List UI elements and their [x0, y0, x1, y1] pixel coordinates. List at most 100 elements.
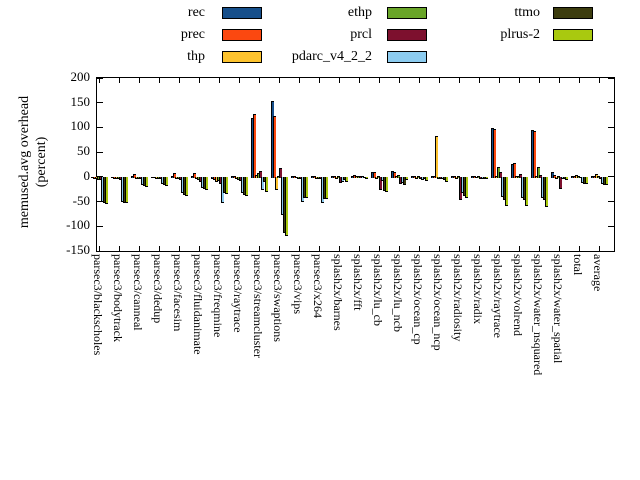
- y-tick-label: -50: [72, 192, 90, 208]
- x-axis-tick: [599, 78, 600, 83]
- bar-plrus-2: [585, 176, 588, 185]
- y-axis-tick: [97, 126, 103, 128]
- y-tick-label: 150: [70, 93, 91, 109]
- bar-ttmo: [283, 176, 286, 234]
- legend-swatch-prec: [222, 29, 262, 41]
- x-axis-tick: [119, 246, 120, 251]
- bar-ethp: [117, 176, 120, 180]
- bar-rec: [491, 127, 494, 178]
- bar-thp: [595, 174, 598, 178]
- legend-label-ttmo: ttmo: [514, 5, 540, 20]
- bar-prcl: [599, 176, 602, 179]
- bar-ttmo: [183, 176, 186, 196]
- x-axis-tick: [439, 246, 440, 251]
- bar-ethp: [597, 176, 600, 178]
- bar-prec: [333, 175, 336, 178]
- x-axis-tick: [259, 246, 260, 251]
- bar-ethp: [177, 176, 180, 180]
- bar-plrus-2: [405, 176, 408, 181]
- bar-prec: [573, 176, 576, 178]
- bar-thp: [95, 176, 98, 180]
- x-axis-tick: [279, 78, 280, 83]
- x-tick-label: splash2x/water_spatial: [551, 254, 565, 364]
- bar-thp: [215, 176, 218, 182]
- bar-rec: [371, 171, 374, 178]
- bar-rec: [451, 175, 454, 178]
- x-axis-tick: [399, 246, 400, 251]
- bar-pdarc_v4_2_2: [381, 176, 384, 181]
- bar-prcl: [579, 176, 582, 179]
- bar-rec: [291, 176, 294, 178]
- bar-ttmo: [463, 176, 466, 197]
- legend-label-prcl: prcl: [350, 27, 372, 42]
- x-axis-tick: [479, 246, 480, 251]
- bar-plrus-2: [365, 176, 368, 179]
- bar-prec: [533, 131, 536, 178]
- y-axis-title-line1: memused.avg overhead: [17, 95, 32, 229]
- bar-prec: [353, 174, 356, 178]
- x-tick-label: splash2x/barnes: [331, 254, 345, 331]
- bar-ethp: [457, 175, 460, 178]
- bar-pdarc_v4_2_2: [401, 176, 404, 183]
- y-tick-label: -150: [66, 242, 90, 257]
- bar-pdarc_v4_2_2: [241, 176, 244, 193]
- bar-ethp: [497, 167, 500, 178]
- bar-rec: [571, 176, 574, 178]
- x-axis-tick: [579, 78, 580, 83]
- legend-label-prec: prec: [180, 27, 205, 42]
- bar-rec: [91, 176, 94, 179]
- x-axis-tick: [179, 246, 180, 251]
- bar-ethp: [357, 176, 360, 178]
- bar-ttmo: [223, 176, 226, 193]
- bar-thp: [335, 176, 338, 179]
- x-tick-label: parsec3/fluidanimate: [191, 254, 205, 355]
- bar-prec: [393, 171, 396, 178]
- bar-plrus-2: [525, 176, 528, 206]
- bar-rec: [471, 176, 474, 178]
- bar-plrus-2: [605, 176, 608, 186]
- bar-prcl: [219, 176, 222, 184]
- bar-prcl: [519, 174, 522, 178]
- x-axis-tick: [139, 78, 140, 83]
- bar-pdarc_v4_2_2: [261, 176, 264, 190]
- bar-ethp: [517, 175, 520, 178]
- y-axis-tick-mirror: [608, 176, 614, 178]
- y-axis-tick-mirror: [608, 201, 614, 203]
- bar-pdarc_v4_2_2: [421, 176, 424, 181]
- bar-ethp: [317, 176, 320, 179]
- x-tick-label: splash2x/ocean_cp: [411, 254, 425, 345]
- y-axis-tick-mirror: [608, 126, 614, 128]
- legend-swatch-ethp: [387, 7, 427, 19]
- x-tick-label: parsec3/swaptions: [271, 254, 285, 342]
- bar-prec: [113, 176, 116, 179]
- bar-plrus-2: [145, 176, 148, 188]
- bar-thp: [275, 176, 278, 191]
- x-tick-label: splash2x/raytrace: [491, 254, 505, 338]
- bar-thp: [175, 176, 178, 179]
- x-axis-tick: [339, 246, 340, 251]
- x-axis-tick: [299, 246, 300, 251]
- bar-prcl: [199, 176, 202, 182]
- x-tick-label: splash2x/ocean_ncp: [431, 254, 445, 351]
- bar-ethp: [297, 176, 300, 179]
- bar-rec: [231, 176, 234, 178]
- bar-thp: [195, 176, 198, 179]
- x-axis-tick: [519, 78, 520, 83]
- x-axis-tick: [359, 78, 360, 83]
- bar-prec: [373, 171, 376, 178]
- bar-plrus-2: [125, 176, 128, 204]
- bar-prcl: [139, 176, 142, 180]
- x-axis-tick: [419, 78, 420, 83]
- bar-plrus-2: [505, 176, 508, 206]
- bar-ttmo: [203, 176, 206, 189]
- bar-prec: [553, 175, 556, 178]
- y-axis-tick-mirror: [608, 225, 614, 227]
- bar-ethp: [557, 175, 560, 178]
- x-axis-tick: [119, 78, 120, 83]
- bar-thp: [135, 176, 138, 179]
- x-tick-label: average: [591, 254, 605, 292]
- x-axis-tick: [99, 246, 100, 251]
- bar-prcl: [179, 176, 182, 181]
- bar-prcl: [239, 176, 242, 181]
- x-axis-tick: [199, 246, 200, 251]
